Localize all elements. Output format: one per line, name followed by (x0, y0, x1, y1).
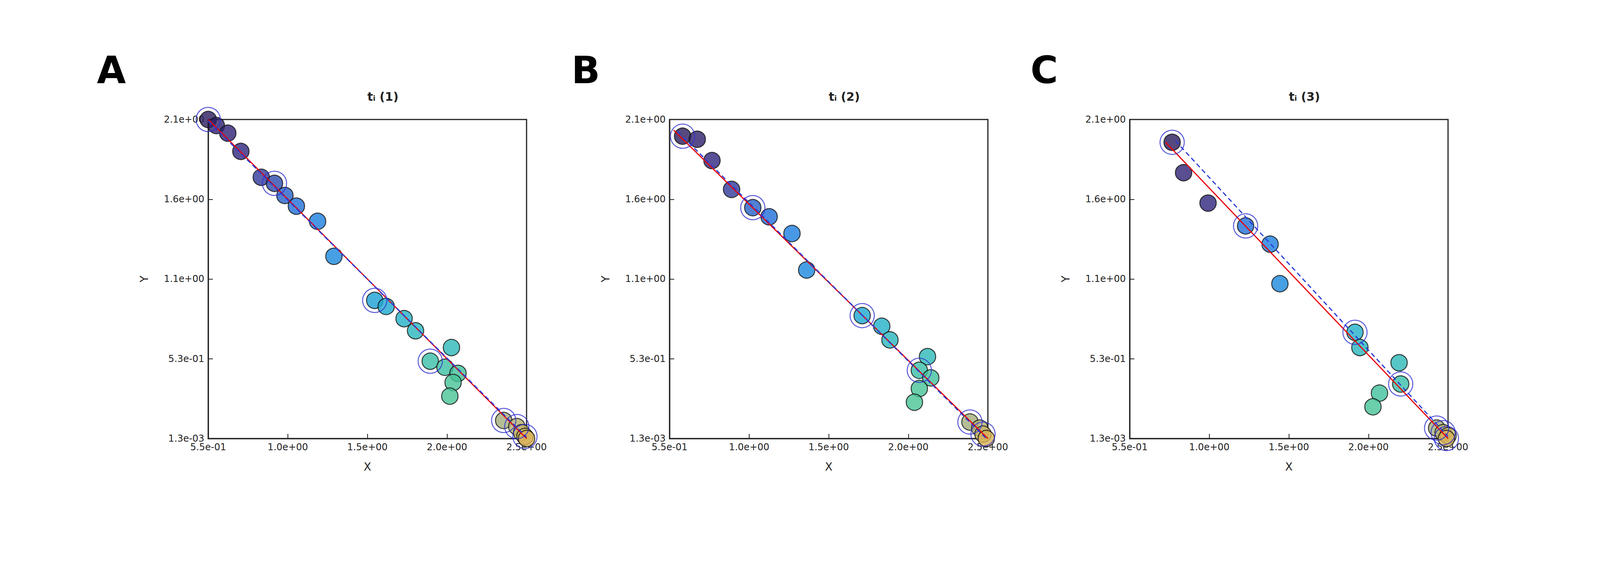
svg-text:Y: Y (1059, 275, 1073, 283)
svg-text:5.5e-01: 5.5e-01 (1111, 441, 1148, 453)
svg-text:2.1e+00: 2.1e+00 (625, 114, 666, 125)
svg-text:5.3e-01: 5.3e-01 (168, 353, 205, 365)
svg-text:5.5e-01: 5.5e-01 (190, 441, 227, 453)
svg-text:2.1e+00: 2.1e+00 (1085, 114, 1126, 125)
svg-text:2.5e+00: 2.5e+00 (506, 441, 547, 453)
svg-text:1.3e-03: 1.3e-03 (1089, 433, 1126, 445)
svg-text:1.5e+00: 1.5e+00 (347, 441, 388, 453)
svg-text:Y: Y (137, 275, 151, 283)
svg-text:X: X (825, 460, 833, 474)
svg-text:X: X (1285, 460, 1293, 474)
svg-text:X: X (363, 460, 372, 474)
svg-text:5.3e-01: 5.3e-01 (629, 353, 666, 365)
svg-text:1.5e+00: 1.5e+00 (1268, 441, 1310, 453)
svg-text:1.6e+00: 1.6e+00 (163, 193, 205, 205)
svg-text:1.6e+00: 1.6e+00 (1085, 193, 1126, 205)
svg-text:1.6e+00: 1.6e+00 (625, 193, 666, 205)
svg-text:1.1e+00: 1.1e+00 (163, 273, 205, 285)
svg-text:2.0e+00: 2.0e+00 (426, 441, 468, 453)
svg-text:2.5e+00: 2.5e+00 (967, 441, 1009, 453)
svg-text:tᵢ (1): tᵢ (1) (367, 89, 399, 104)
svg-text:A: A (96, 48, 126, 93)
svg-text:1.0e+00: 1.0e+00 (1189, 441, 1230, 453)
svg-text:1.0e+00: 1.0e+00 (728, 441, 770, 453)
svg-text:5.5e-01: 5.5e-01 (651, 441, 688, 453)
svg-text:C: C (1030, 48, 1058, 93)
svg-text:1.0e+00: 1.0e+00 (267, 441, 309, 453)
svg-text:2.0e+00: 2.0e+00 (1348, 441, 1389, 453)
svg-text:1.3e-03: 1.3e-03 (168, 433, 205, 445)
svg-text:1.1e+00: 1.1e+00 (625, 273, 666, 285)
svg-text:tᵢ (2): tᵢ (2) (828, 89, 860, 104)
svg-text:2.5e+00: 2.5e+00 (1427, 441, 1469, 453)
svg-text:B: B (571, 48, 600, 93)
svg-text:1.3e-03: 1.3e-03 (629, 433, 666, 445)
svg-text:5.3e-01: 5.3e-01 (1089, 353, 1126, 365)
svg-text:2.0e+00: 2.0e+00 (887, 441, 929, 453)
svg-text:1.1e+00: 1.1e+00 (1085, 273, 1126, 285)
svg-text:1.5e+00: 1.5e+00 (808, 441, 850, 453)
svg-text:2.1e+00: 2.1e+00 (163, 114, 205, 125)
svg-text:Y: Y (599, 275, 613, 283)
svg-text:tᵢ (3): tᵢ (3) (1288, 89, 1320, 104)
